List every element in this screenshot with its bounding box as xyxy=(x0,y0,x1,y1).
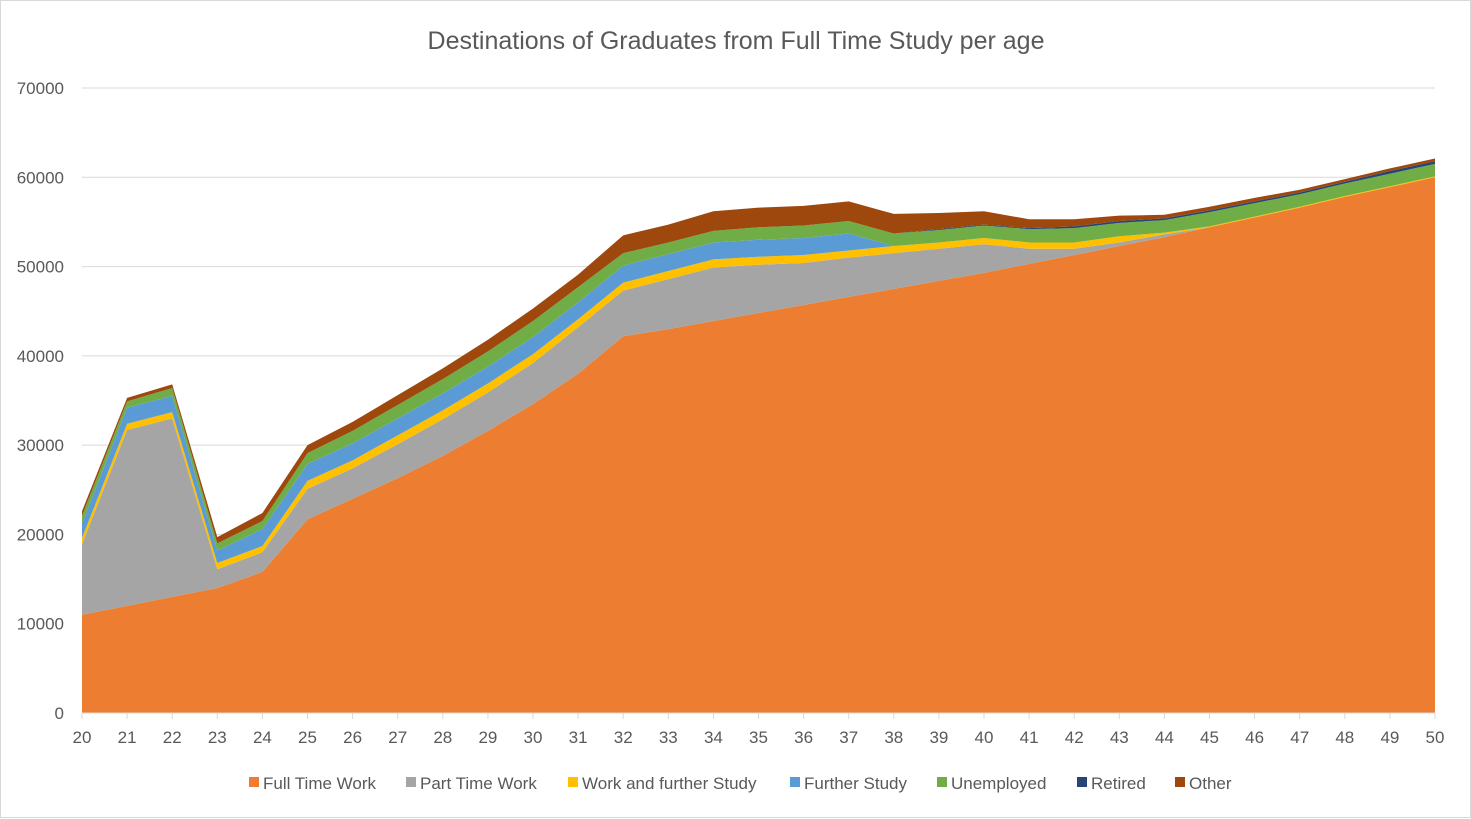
x-tick-label: 50 xyxy=(1426,728,1445,747)
legend-swatch xyxy=(790,777,800,787)
legend-label: Further Study xyxy=(804,774,907,793)
legend-swatch xyxy=(406,777,416,787)
x-tick-label: 25 xyxy=(298,728,317,747)
x-tick-label: 24 xyxy=(253,728,272,747)
legend-item-other: Other xyxy=(1175,774,1232,793)
x-tick-label: 26 xyxy=(343,728,362,747)
x-tick-label: 29 xyxy=(478,728,497,747)
x-tick-label: 48 xyxy=(1335,728,1354,747)
y-axis: 0 10000 20000 30000 40000 50000 60000 70000 xyxy=(17,79,64,723)
x-tick-label: 46 xyxy=(1245,728,1264,747)
legend-swatch xyxy=(568,777,578,787)
x-tick-label: 39 xyxy=(929,728,948,747)
x-tick-label: 43 xyxy=(1110,728,1129,747)
legend-item-work-and-further-study: Work and further Study xyxy=(568,774,757,793)
x-tick-label: 30 xyxy=(524,728,543,747)
legend-label: Unemployed xyxy=(951,774,1046,793)
y-tick-label: 30000 xyxy=(17,436,64,455)
x-tick-label: 20 xyxy=(73,728,92,747)
x-tick-label: 28 xyxy=(433,728,452,747)
x-tick-label: 34 xyxy=(704,728,723,747)
y-tick-label: 50000 xyxy=(17,258,64,277)
legend-swatch xyxy=(1077,777,1087,787)
legend-item-unemployed: Unemployed xyxy=(937,774,1046,793)
chart-title: Destinations of Graduates from Full Time… xyxy=(428,27,1045,55)
legend-label: Full Time Work xyxy=(263,774,377,793)
legend-swatch xyxy=(1175,777,1185,787)
legend-item-part-time-work: Part Time Work xyxy=(406,774,537,793)
plot-area xyxy=(82,158,1435,714)
area-series-further-study xyxy=(82,176,1435,563)
x-tick-label: 23 xyxy=(208,728,227,747)
y-tick-label: 20000 xyxy=(17,525,64,544)
y-tick-label: 60000 xyxy=(17,168,64,187)
legend-swatch xyxy=(937,777,947,787)
x-tick-label: 47 xyxy=(1290,728,1309,747)
x-axis: 20 21 22 23 24 25 26 27 28 29 30 31 32 33 34 35 36 37 38 39… xyxy=(73,713,1445,747)
x-tick-label: 36 xyxy=(794,728,813,747)
y-tick-label: 40000 xyxy=(17,347,64,366)
x-tick-label: 32 xyxy=(614,728,633,747)
x-tick-label: 22 xyxy=(163,728,182,747)
legend-item-retired: Retired xyxy=(1077,774,1146,793)
legend-item-further-study: Further Study xyxy=(790,774,907,793)
legend-label: Part Time Work xyxy=(420,774,537,793)
x-tick-label: 21 xyxy=(118,728,137,747)
legend-label: Work and further Study xyxy=(582,774,757,793)
x-tick-label: 38 xyxy=(884,728,903,747)
legend-item-full-time-work: Full Time Work xyxy=(249,774,377,793)
x-tick-label: 37 xyxy=(839,728,858,747)
x-tick-label: 49 xyxy=(1380,728,1399,747)
x-tick-label: 44 xyxy=(1155,728,1174,747)
x-tick-label: 35 xyxy=(749,728,768,747)
legend: Full Time Work Part Time Work Work and fur… xyxy=(249,774,1232,793)
y-tick-label: 70000 xyxy=(17,79,64,98)
y-tick-label: 0 xyxy=(55,704,64,723)
x-tick-label: 33 xyxy=(659,728,678,747)
area-series-unemployed xyxy=(82,163,1435,551)
x-tick-label: 31 xyxy=(569,728,588,747)
x-tick-label: 40 xyxy=(975,728,994,747)
legend-label: Retired xyxy=(1091,774,1146,793)
x-tick-label: 42 xyxy=(1065,728,1084,747)
x-tick-label: 27 xyxy=(388,728,407,747)
x-tick-label: 41 xyxy=(1020,728,1039,747)
y-tick-label: 10000 xyxy=(17,615,64,634)
legend-label: Other xyxy=(1189,774,1232,793)
x-tick-label: 45 xyxy=(1200,728,1219,747)
area-series-full-time-work xyxy=(82,177,1435,714)
legend-swatch xyxy=(249,777,259,787)
area-series-part-time-work xyxy=(82,177,1435,615)
